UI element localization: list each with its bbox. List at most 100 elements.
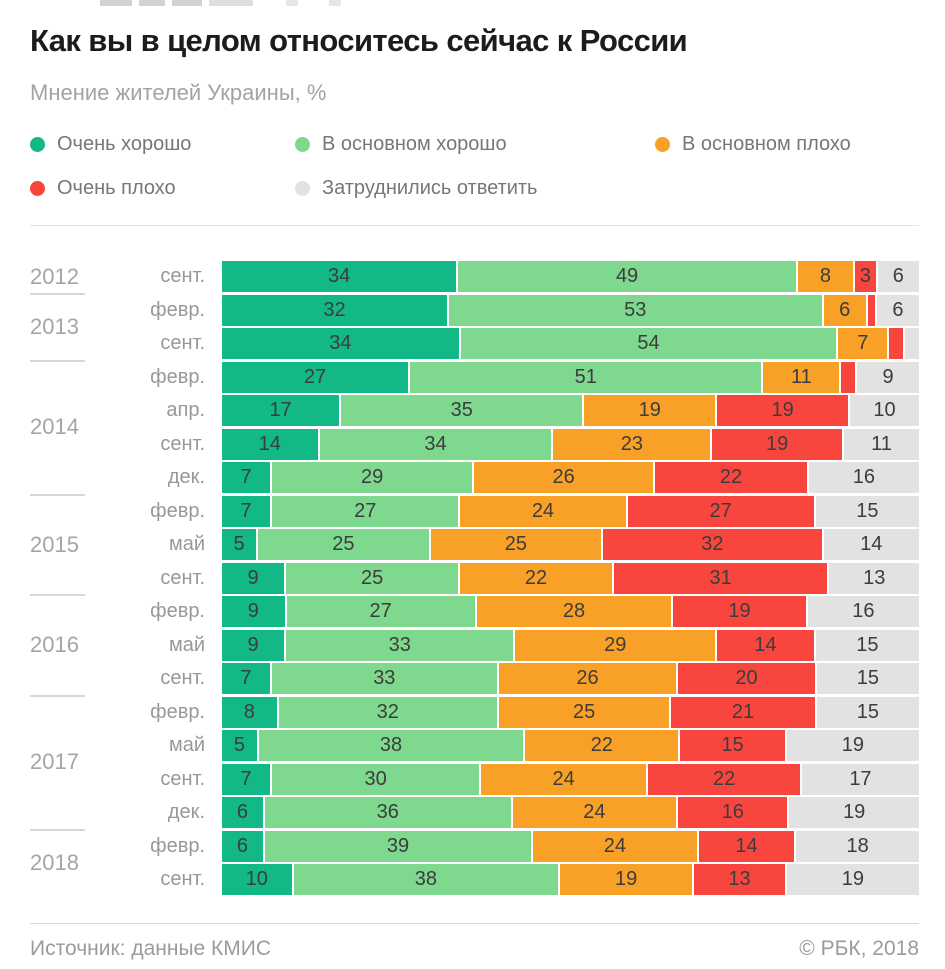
legend-item-0: Очень хорошо bbox=[30, 133, 295, 156]
month-label: май bbox=[168, 633, 205, 656]
bar-segment: 26 bbox=[474, 462, 654, 493]
bar-segment: 13 bbox=[694, 864, 785, 895]
bar-segment: 6 bbox=[877, 261, 920, 292]
bar-segment: 25 bbox=[430, 529, 602, 560]
year-group-2018: 2018 февр. 6 39 24 14 18 сент. 10 38 19 13 19 bbox=[30, 828, 919, 895]
bar-segment: 16 bbox=[807, 596, 920, 627]
bar-segment: 49 bbox=[458, 261, 796, 292]
bar-segment: 22 bbox=[525, 730, 679, 761]
chart-row-2017-дек: дек. 6 36 24 16 19 bbox=[30, 797, 919, 828]
stacked-bar: 14 34 23 19 11 bbox=[222, 428, 919, 460]
month-label: сент. bbox=[160, 566, 205, 589]
bar-segment: 20 bbox=[678, 663, 815, 694]
bar-segment: 15 bbox=[816, 663, 919, 694]
month-label: февр. bbox=[150, 499, 205, 522]
legend-label: В основном хорошо bbox=[322, 133, 507, 155]
bar-segment: 17 bbox=[222, 395, 340, 426]
bar-segment: 7 bbox=[838, 328, 888, 359]
bar-segment: 15 bbox=[680, 730, 785, 761]
bar-segment: 7 bbox=[222, 462, 271, 493]
year-group-2017: 2017 февр. 8 32 25 21 15 май 5 38 22 15 19 сент. 7 30 24… bbox=[30, 694, 919, 828]
year-label: 2013 bbox=[30, 313, 79, 339]
month-label: сент. bbox=[160, 332, 205, 354]
legend-dot-icon bbox=[30, 137, 45, 152]
chart-row-2014-февр: февр. 27 51 11 9 bbox=[30, 361, 920, 393]
bar-segment: 15 bbox=[815, 495, 919, 527]
legend-dot-icon bbox=[295, 181, 310, 196]
year-label: 2012 bbox=[30, 263, 79, 289]
legend-item-2: В основном плохо bbox=[655, 133, 919, 156]
stacked-bar: 27 51 11 9 bbox=[222, 361, 920, 393]
year-label: 2014 bbox=[30, 414, 79, 440]
chart-row-2015-февр: февр. 7 27 24 27 15 bbox=[30, 495, 919, 527]
bar-segment: 10 bbox=[222, 864, 292, 895]
stacked-bar: 9 27 28 19 16 bbox=[222, 596, 920, 627]
stacked-bar: 9 33 29 14 15 bbox=[222, 629, 919, 661]
chart-row-2013-февр: февр. 32 53 6 6 bbox=[30, 294, 920, 326]
bar-segment: 38 bbox=[293, 864, 559, 895]
bar-segment: 19 bbox=[789, 797, 919, 828]
chart-row-2013-сент: сент. 34 54 7 bbox=[30, 328, 919, 359]
chart-subtitle: Мнение жителей Украины, % bbox=[30, 80, 327, 105]
chart-row-2016-февр: февр. 9 27 28 19 16 bbox=[30, 596, 920, 627]
month-label: сент. bbox=[160, 265, 205, 287]
bar-segment: 7 bbox=[222, 763, 271, 795]
bar-segment: 6 bbox=[823, 294, 866, 326]
stacked-bar: 34 54 7 bbox=[222, 328, 919, 359]
bar-segment: 8 bbox=[797, 261, 853, 292]
bar-segment: 6 bbox=[876, 294, 920, 326]
chart-row-2015-май: май 5 25 25 32 14 bbox=[30, 529, 919, 560]
legend-label: В основном плохо bbox=[682, 133, 851, 155]
bar-segment: 24 bbox=[480, 763, 647, 795]
bar-segment: 34 bbox=[222, 328, 459, 359]
bar-segment: 24 bbox=[532, 830, 697, 862]
legend: Очень хорошо В основном хорошо В основном … bbox=[30, 133, 919, 200]
bar-segment: 14 bbox=[717, 629, 814, 661]
month-label: февр. bbox=[150, 834, 205, 857]
copyright: © РБК, 2018 bbox=[799, 937, 919, 960]
bar-segment: 29 bbox=[272, 462, 473, 493]
chart-row-2016-май: май 9 33 29 14 15 bbox=[30, 629, 919, 661]
year-group-2015: 2015 февр. 7 27 24 27 15 май 5 25 25 32 14 сент. 9 25 22… bbox=[30, 493, 919, 594]
bar-segment: 53 bbox=[448, 294, 822, 326]
bar-segment: 3 bbox=[855, 261, 876, 292]
bar-segment: 38 bbox=[258, 730, 524, 761]
stacked-bar: 6 36 24 16 19 bbox=[222, 797, 919, 828]
bar-segment: 16 bbox=[808, 462, 919, 493]
bar-segment: 15 bbox=[815, 629, 919, 661]
bar-segment: 9 bbox=[222, 596, 285, 627]
chart-row-2018-сент: сент. 10 38 19 13 19 bbox=[30, 864, 919, 895]
month-label: февр. bbox=[150, 600, 205, 622]
bar-segment: 22 bbox=[460, 562, 612, 594]
bar-segment: 54 bbox=[460, 328, 837, 359]
month-label: май bbox=[168, 533, 205, 555]
legend-label: Очень хорошо bbox=[57, 133, 192, 155]
bar-segment: 9 bbox=[222, 629, 285, 661]
stacked-bar: 7 29 26 22 16 bbox=[222, 462, 919, 493]
year-group-2013: 2013 февр. 32 53 6 6 сент. 34 54 7 bbox=[30, 292, 920, 359]
bar-segment: 14 bbox=[698, 830, 795, 862]
bar-segment: 24 bbox=[512, 797, 677, 828]
chart-row-2014-дек: дек. 7 29 26 22 16 bbox=[30, 462, 919, 493]
chart-row-2017-май: май 5 38 22 15 19 bbox=[30, 730, 919, 761]
bar-segment: 6 bbox=[222, 797, 263, 828]
bar-segment: 39 bbox=[264, 830, 531, 862]
bar-segment: 24 bbox=[460, 495, 626, 527]
bar-segment: 32 bbox=[603, 529, 822, 560]
chart-row-2017-сент: сент. 7 30 24 22 17 bbox=[30, 763, 919, 795]
month-label: дек. bbox=[167, 801, 205, 823]
legend-item-3: Очень плохо bbox=[30, 177, 295, 200]
bar-segment: 5 bbox=[222, 730, 257, 761]
bar-segment: 27 bbox=[222, 361, 409, 393]
bar-segment: 19 bbox=[584, 395, 716, 426]
bar-segment: 16 bbox=[678, 797, 788, 828]
month-label: дек. bbox=[167, 466, 205, 488]
bar-segment: 31 bbox=[613, 562, 828, 594]
legend-dot-icon bbox=[30, 181, 45, 196]
month-label: февр. bbox=[150, 700, 205, 723]
stacked-bar: 32 53 6 6 bbox=[222, 294, 920, 326]
bar-segment: 33 bbox=[286, 629, 514, 661]
bar-segment bbox=[841, 361, 855, 393]
bar-segment: 19 bbox=[712, 428, 842, 460]
bar-segment: 28 bbox=[476, 596, 672, 627]
